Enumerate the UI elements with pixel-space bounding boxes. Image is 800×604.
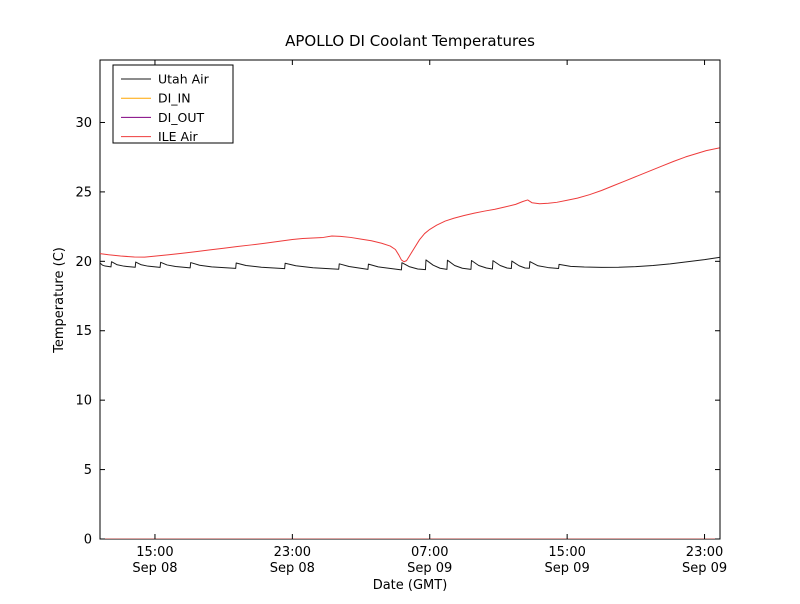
x-tick-label-date: Sep 08 <box>270 561 315 576</box>
x-axis-label: Date (GMT) <box>373 578 448 593</box>
y-tick-label: 15 <box>75 324 92 339</box>
x-tick-label-date: Sep 09 <box>682 561 727 576</box>
x-tick-label-time: 15:00 <box>548 545 585 560</box>
chart-title: APOLLO DI Coolant Temperatures <box>285 32 535 50</box>
y-tick-label: 10 <box>75 394 92 409</box>
x-tick-label-date: Sep 08 <box>132 561 177 576</box>
legend-label: ILE Air <box>158 129 199 144</box>
y-axis-label: Temperature (C) <box>52 247 67 354</box>
legend-label: DI_IN <box>158 91 191 106</box>
y-tick-label: 0 <box>84 533 92 548</box>
legend-box <box>112 64 234 144</box>
y-tick-label: 25 <box>75 185 92 200</box>
y-tick-label: 30 <box>75 116 92 131</box>
series-line-ile-air <box>100 147 720 263</box>
x-tick-label-time: 07:00 <box>411 545 448 560</box>
x-tick-label-time: 23:00 <box>686 545 723 560</box>
series-group <box>100 147 720 539</box>
y-tick-label: 20 <box>75 255 92 270</box>
series-line-utah-air <box>100 256 720 271</box>
legend-label: DI_OUT <box>158 110 205 125</box>
y-tick-label: 5 <box>84 463 92 478</box>
legend: Utah Air DI_IN DI_OUT ILE Air <box>112 64 234 144</box>
legend-label: Utah Air <box>158 72 210 87</box>
x-tick-label-date: Sep 09 <box>545 561 590 576</box>
x-tick-label-date: Sep 09 <box>407 561 452 576</box>
x-tick-label-time: 23:00 <box>274 545 311 560</box>
x-tick-label-time: 15:00 <box>136 545 173 560</box>
